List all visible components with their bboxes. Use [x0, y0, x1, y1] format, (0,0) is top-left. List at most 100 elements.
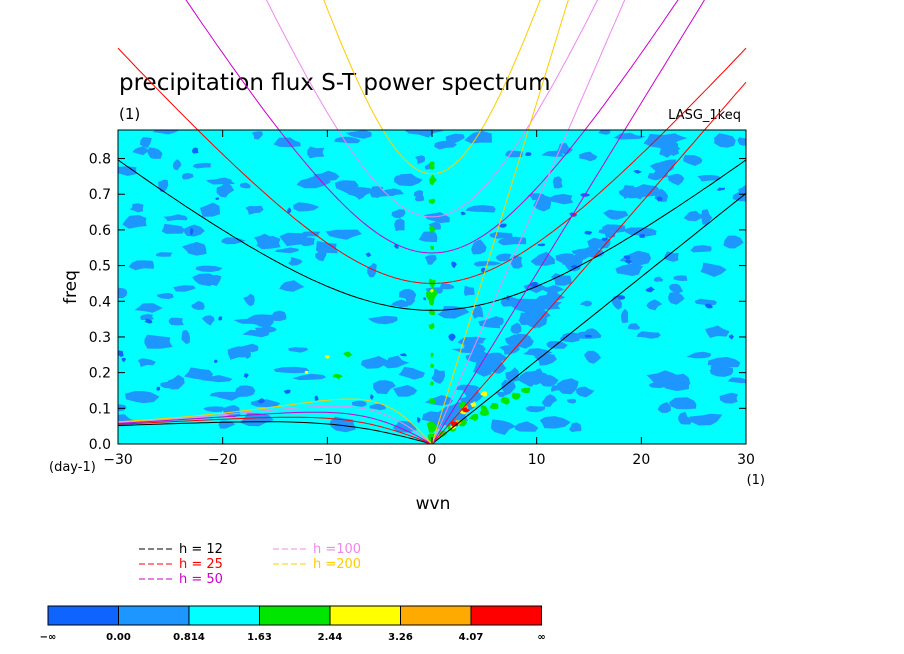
kelvin-spot — [470, 402, 477, 408]
colorbar-swatch — [470, 605, 542, 626]
spectrum-patch — [552, 176, 563, 189]
x-tick-label: −10 — [313, 452, 343, 468]
spectrum-patch — [530, 251, 555, 266]
spectrum-patch — [669, 397, 697, 410]
spectrum-patch — [253, 233, 273, 245]
spectrum-patch — [598, 130, 611, 135]
kelvin-spot — [500, 397, 510, 405]
spectrum-patch — [714, 133, 736, 148]
spectrum-patch — [697, 174, 722, 182]
x-axis-label: wvn — [416, 494, 451, 514]
spectrum-patch — [667, 173, 685, 186]
kelvin-curve — [431, 0, 626, 445]
mjo-spot — [429, 161, 435, 170]
spectrum-patch — [648, 381, 670, 389]
kelvin-curve — [431, 0, 706, 445]
spectrum-patch — [292, 373, 327, 381]
spectrum-patch — [184, 367, 213, 380]
spectrum-patch — [313, 170, 340, 182]
spectrum-patch — [431, 368, 445, 384]
inertia-gravity-curve — [185, 0, 679, 254]
spectrum-patch — [471, 239, 487, 255]
spectrum-patch — [423, 297, 427, 301]
kelvin-spot — [480, 390, 488, 397]
spectrum-patch — [242, 349, 251, 359]
x-unit-label: (1) — [747, 473, 765, 488]
spectrum-patch — [221, 237, 246, 245]
legend-label: h = 50 — [179, 572, 223, 587]
spectrum-patch — [465, 205, 496, 213]
spectrum-patch — [472, 364, 493, 377]
spectrum-patch — [556, 378, 579, 395]
spectrum-patch — [315, 240, 338, 254]
spectrum-patch — [559, 334, 580, 343]
spectrum-patch — [694, 298, 717, 306]
spectrum-patch — [140, 314, 154, 321]
spectrum-patch — [122, 215, 147, 229]
spectrum-patch — [288, 257, 303, 266]
chart-title: precipitation flux S-T power spectrum — [119, 70, 551, 96]
kelvin-spot — [521, 387, 531, 394]
y-tick-label: 0.4 — [89, 294, 111, 310]
mjo-spot — [426, 421, 438, 433]
y-tick-label: 0.8 — [89, 152, 111, 168]
spectrum-patch — [360, 356, 392, 369]
spectrum-patch — [625, 259, 633, 265]
spectrum-patch — [307, 146, 325, 159]
spectrum-patch — [279, 280, 305, 292]
spectrum-patch — [524, 152, 532, 156]
spectrum-patch — [203, 406, 224, 412]
spectrum-patch — [491, 352, 507, 362]
spectrum-patch — [315, 250, 327, 262]
spectrum-patch — [128, 260, 154, 271]
spectrum-patch — [621, 308, 629, 323]
spectrum-patch — [434, 140, 457, 150]
spectrum-patch — [287, 347, 309, 353]
spectrum-patch — [118, 287, 128, 299]
spectrum-contours — [118, 130, 746, 442]
spectrum-patch — [156, 292, 174, 300]
spectrum-patch — [218, 316, 223, 321]
spectrum-patch — [432, 412, 451, 423]
spectrum-patch — [499, 223, 507, 228]
spectrum-patch — [274, 247, 299, 254]
kelvin-spot — [439, 430, 448, 437]
y-tick-label: 0.7 — [89, 187, 111, 203]
x-tick-label: 20 — [632, 452, 650, 468]
spectrum-patch — [627, 323, 640, 330]
spectrum-patch — [134, 303, 163, 313]
spectrum-patch — [200, 202, 221, 217]
y-tick-label: 0.3 — [89, 330, 111, 346]
spectrum-patch — [268, 310, 287, 322]
spectrum-patch — [616, 295, 626, 300]
kelvin-spot — [468, 413, 479, 422]
spectrum-patch — [583, 350, 601, 364]
mjo-spot — [430, 352, 434, 358]
spectrum-patch — [579, 151, 598, 162]
spectrum-patch — [656, 196, 663, 202]
spectrum-patch — [500, 297, 520, 307]
spectrum-patch — [172, 159, 182, 171]
spectrum-patch — [705, 325, 730, 338]
spectrum-patch — [490, 419, 516, 435]
mjo-spot — [428, 198, 436, 204]
spectrum-patch — [598, 228, 614, 234]
spectrum-patch — [129, 203, 144, 213]
spectrum-patch — [636, 331, 661, 339]
colorbar-label: 4.07 — [459, 632, 484, 643]
mjo-spot — [429, 174, 437, 186]
rossby-curve — [117, 421, 433, 445]
colorbar-swatch — [47, 605, 119, 626]
spectrum-patch — [623, 227, 658, 236]
spectrum-patch — [534, 368, 544, 379]
spectrum-patch — [418, 231, 438, 243]
spectrum-patch — [191, 300, 205, 310]
spectrum-patch — [293, 202, 320, 212]
spectrum-patch — [478, 355, 498, 369]
spectrum-patch — [382, 355, 410, 369]
colorbar-label: 2.44 — [318, 632, 343, 643]
spectrum-patch — [167, 374, 185, 390]
spectrum-patch — [279, 232, 310, 247]
spectrum-patch — [299, 231, 321, 237]
spectrum-patch — [683, 210, 706, 222]
